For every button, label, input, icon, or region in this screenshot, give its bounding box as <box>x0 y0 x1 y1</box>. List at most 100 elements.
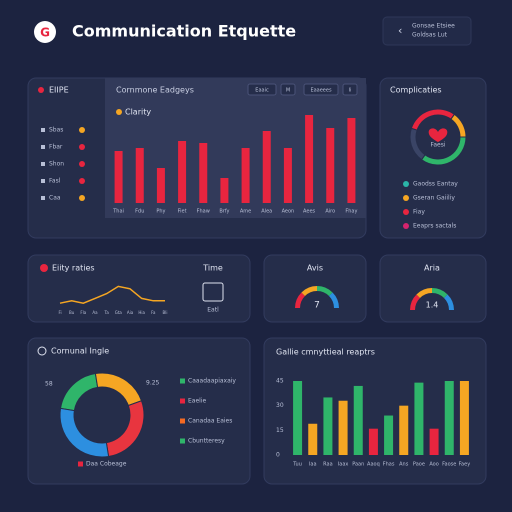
bar <box>353 385 363 455</box>
button-label: M <box>286 88 290 94</box>
sidebar-title: EIIPE <box>49 86 69 95</box>
nav-box[interactable] <box>382 16 472 46</box>
bar <box>262 131 271 203</box>
legend-dot <box>403 195 409 201</box>
legend-swatch <box>180 378 185 384</box>
x-tick-label: Fiet <box>178 209 187 215</box>
sidebar-label: Shon <box>49 161 64 168</box>
rates-icon <box>40 264 48 272</box>
x-tick-label: Gta <box>115 310 123 315</box>
x-tick-label: Aeon <box>282 209 295 215</box>
sidebar-label: Sbas <box>49 127 63 134</box>
back-arrow[interactable]: ‹ <box>398 24 402 37</box>
trend-title: Cornmone Eadgeys <box>116 86 194 95</box>
bar <box>414 382 424 455</box>
sidebar-dot <box>79 195 85 201</box>
line <box>59 285 165 304</box>
x-tick-label: Fhaw <box>197 209 210 215</box>
sidebar-dot <box>79 178 85 184</box>
legend-dot <box>403 223 409 229</box>
gauge-arc <box>444 294 454 310</box>
x-tick-label: Fla <box>80 310 86 315</box>
bar <box>338 400 348 455</box>
sidebar-label: Fasl <box>49 178 61 185</box>
x-tick-label: Aa <box>92 310 98 315</box>
time-icon <box>202 282 224 302</box>
bar <box>429 428 439 455</box>
donut-left-label: 58 <box>45 381 53 388</box>
logo <box>34 21 56 43</box>
y-tick-label: 30 <box>276 402 284 409</box>
button[interactable] <box>303 83 339 96</box>
time-title: Time <box>202 264 223 273</box>
gauge-arc <box>301 286 317 296</box>
bar <box>444 381 454 455</box>
x-tick-label: Fa <box>151 310 156 315</box>
logo-letter: G <box>40 26 50 40</box>
page-title: Communication Etquette <box>72 22 296 41</box>
legend-dot <box>403 181 409 187</box>
legend-label: Eaelie <box>188 398 206 405</box>
bar <box>308 423 318 455</box>
gauge-value: 7 <box>314 301 320 311</box>
bar <box>347 118 356 203</box>
bar <box>178 141 187 203</box>
donut-right-label: 9.25 <box>146 380 160 387</box>
legend-swatch <box>180 418 185 424</box>
x-tick-label: Faey <box>459 462 471 468</box>
donut-segment <box>409 127 426 161</box>
sidebar-icon <box>41 179 45 183</box>
gauge-title: Aria <box>424 264 440 273</box>
legend-label: Eeaprs sactals <box>413 223 456 230</box>
bar <box>156 168 165 203</box>
x-tick-label: Aia <box>127 310 134 315</box>
trend-chart-area <box>105 78 366 218</box>
gauge-title: Avis <box>307 264 323 273</box>
x-tick-label: Hia <box>138 310 145 315</box>
compliance-center: Faesi <box>430 142 445 149</box>
sidebar-icon <box>38 87 44 93</box>
x-tick-label: Fi <box>58 310 61 315</box>
sidebar-icon <box>41 145 45 149</box>
button[interactable] <box>247 83 277 96</box>
x-tick-label: Fhas <box>383 462 395 468</box>
legend-label: Clarity <box>125 108 151 117</box>
button-label: Eaaic <box>255 88 269 94</box>
x-tick-label: Brfy <box>219 209 229 215</box>
legend-label: Gaodss Eantay <box>413 181 458 188</box>
donut-segment <box>59 407 110 458</box>
x-tick-label: Ans <box>399 462 409 468</box>
x-tick-label: Phy <box>156 209 165 215</box>
bar <box>293 381 303 455</box>
x-tick-label: Thai <box>112 209 124 215</box>
legend-swatch <box>180 398 185 404</box>
gauge-arc <box>416 288 432 298</box>
heart-icon <box>428 128 448 142</box>
compliance-title: Complicaties <box>390 86 442 95</box>
gauge-arc <box>329 292 339 308</box>
sidebar-label: Caa <box>49 195 61 202</box>
legend-label: Canadaa Eaies <box>188 418 232 425</box>
x-tick-label: Airo <box>325 209 335 215</box>
bar <box>384 415 394 455</box>
bar <box>199 143 208 203</box>
gauge-arc <box>295 292 305 308</box>
sidebar-icon <box>41 196 45 200</box>
bar <box>114 151 123 203</box>
button[interactable] <box>280 83 296 96</box>
sidebar-dot <box>79 161 85 167</box>
legend-label: Cbuntteresy <box>188 438 225 445</box>
bar <box>459 381 469 455</box>
reports-title: Gallie cmnyttieal reaptrs <box>276 348 375 357</box>
x-tick-label: Bu <box>69 310 75 315</box>
x-tick-label: Fdu <box>135 209 144 215</box>
button-label: Ii <box>349 88 352 94</box>
gauge-arc <box>410 294 420 310</box>
x-tick-label: Aees <box>303 209 315 215</box>
legend-swatch <box>180 438 185 444</box>
button[interactable] <box>342 83 358 96</box>
x-tick-label: Aoo <box>429 462 438 468</box>
legend-label: Gseran Gaiiliy <box>413 195 455 202</box>
bar <box>326 128 335 203</box>
gauge-arc <box>317 286 333 296</box>
